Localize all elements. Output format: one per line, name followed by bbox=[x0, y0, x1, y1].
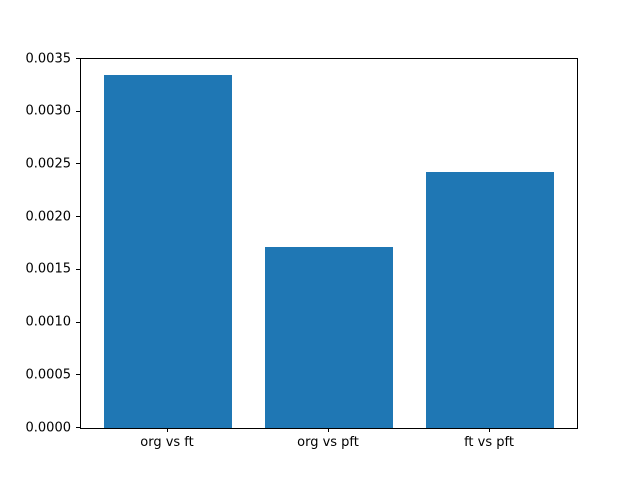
y-tick-label: 0.0005 bbox=[25, 367, 72, 383]
bar-org-vs-ft bbox=[103, 74, 233, 428]
x-tick-mark bbox=[167, 428, 168, 432]
y-tick-label: 0.0025 bbox=[25, 156, 72, 172]
y-tick-label: 0.0035 bbox=[25, 51, 72, 66]
bar-org-vs-pft bbox=[264, 246, 394, 428]
y-tick-mark bbox=[76, 427, 80, 428]
x-tick-label: ft vs pft bbox=[464, 435, 514, 450]
y-tick-label: 0.0030 bbox=[25, 103, 72, 119]
y-tick-label: 0.0010 bbox=[25, 314, 72, 330]
bar-ft-vs-pft bbox=[425, 171, 555, 428]
x-tick-mark bbox=[489, 428, 490, 432]
x-tick-label: org vs pft bbox=[297, 435, 359, 450]
x-tick-label: org vs ft bbox=[140, 435, 194, 450]
y-tick-label: 0.0015 bbox=[25, 261, 72, 277]
y-tick-label: 0.0000 bbox=[25, 420, 72, 435]
y-tick-label: 0.0020 bbox=[25, 209, 72, 225]
x-tick-mark bbox=[328, 428, 329, 432]
y-tick-mark bbox=[76, 216, 80, 218]
y-tick-mark bbox=[76, 58, 80, 59]
y-tick-mark bbox=[76, 163, 80, 165]
y-tick-mark bbox=[76, 374, 80, 376]
y-tick-mark bbox=[76, 321, 80, 323]
plot-area bbox=[80, 58, 578, 429]
y-tick-mark bbox=[76, 110, 80, 112]
y-tick-mark bbox=[76, 268, 80, 270]
